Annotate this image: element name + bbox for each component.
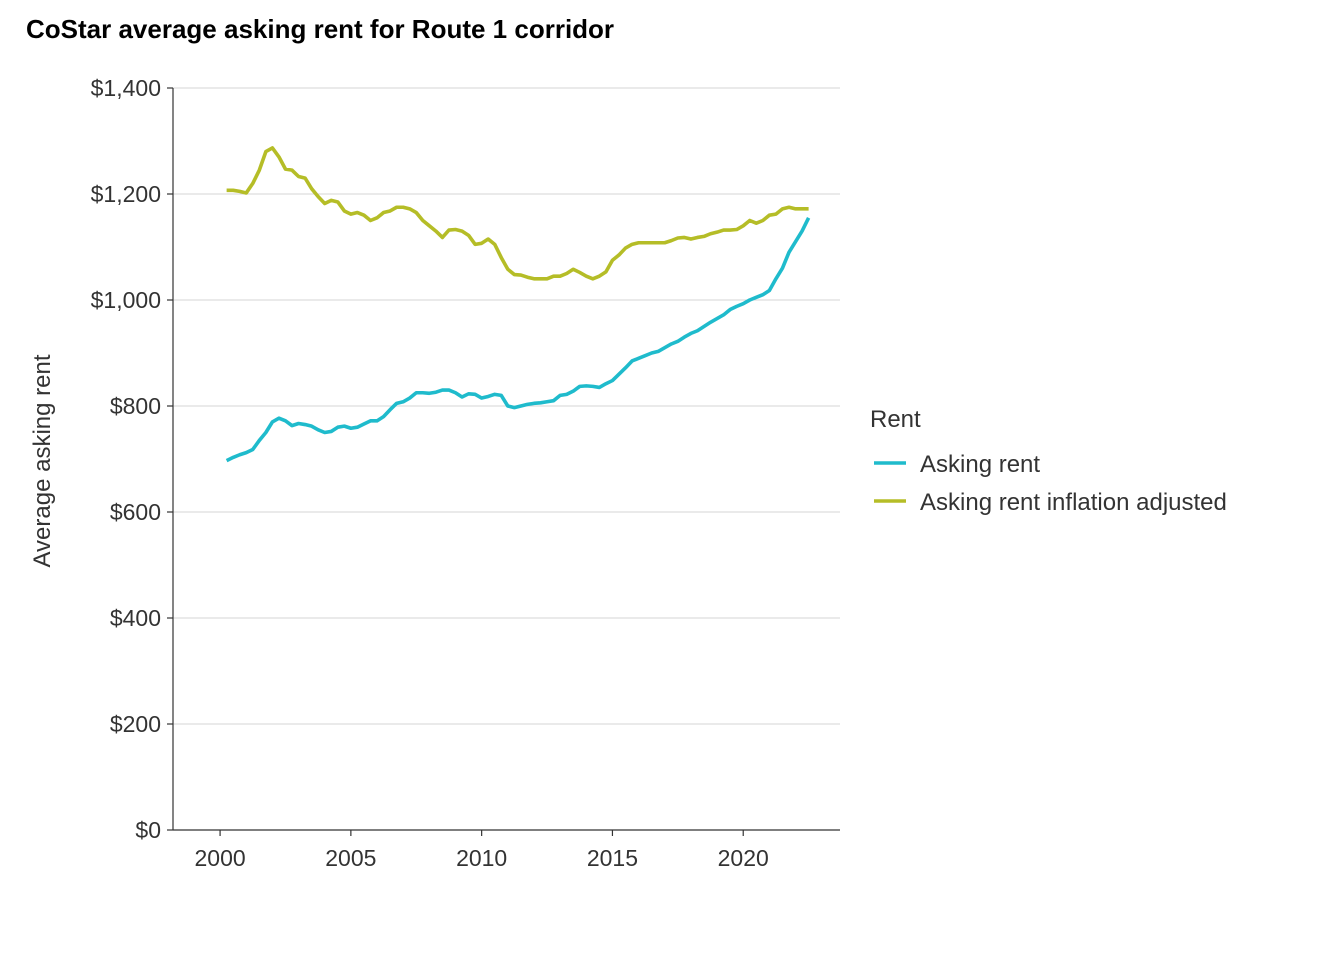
- x-tick-label: 2005: [325, 845, 376, 871]
- chart-title: CoStar average asking rent for Route 1 c…: [26, 14, 614, 44]
- y-tick-label: $1,000: [91, 287, 161, 313]
- y-tick-label: $1,200: [91, 181, 161, 207]
- x-tick-label: 2000: [194, 845, 245, 871]
- legend-label: Asking rent inflation adjusted: [920, 489, 1227, 516]
- legend-items: Asking rent Asking rent inflation adjuste…: [874, 451, 1227, 516]
- series-lines: [225, 146, 811, 463]
- legend-label: Asking rent: [920, 451, 1040, 478]
- y-tick-label: $600: [110, 499, 161, 525]
- legend-title: Rent: [870, 406, 921, 433]
- series-line-asking-rent: [225, 217, 811, 463]
- y-tick-label: $0: [135, 817, 161, 843]
- series-line-inflation-adjusted: [226, 146, 809, 281]
- y-tick-label: $1,400: [91, 75, 161, 101]
- y-tick-label: $200: [110, 711, 161, 737]
- x-axis-ticks: 2000 2005 2010 2015 2020: [194, 830, 769, 871]
- y-axis-ticks: $0 $200 $400 $600 $800 $1,000 $1,200 $1,400: [91, 75, 173, 843]
- legend: Rent Asking rent Asking rent inflation ad…: [870, 406, 1227, 516]
- y-tick-label: $800: [110, 393, 161, 419]
- gridlines: [173, 87, 840, 725]
- x-tick-label: 2015: [587, 845, 638, 871]
- y-tick-label: $400: [110, 605, 161, 631]
- y-axis-title: Average asking rent: [29, 354, 56, 567]
- x-tick-label: 2020: [718, 845, 769, 871]
- x-tick-label: 2010: [456, 845, 507, 871]
